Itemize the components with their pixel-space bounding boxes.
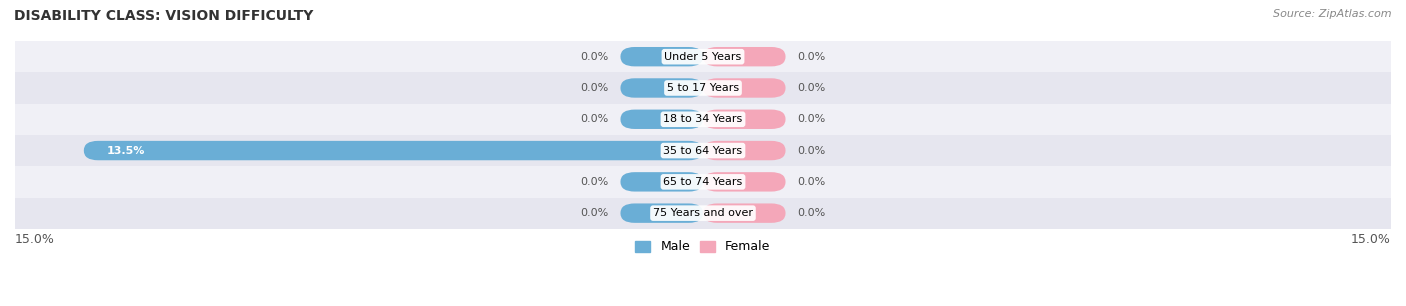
Bar	[15, 72, 1391, 104]
FancyBboxPatch shape	[620, 172, 703, 192]
Text: 0.0%: 0.0%	[581, 52, 609, 62]
FancyBboxPatch shape	[84, 141, 703, 160]
Bar	[15, 197, 1391, 229]
Text: 0.0%: 0.0%	[797, 208, 825, 218]
Bar	[15, 104, 1391, 135]
Text: 0.0%: 0.0%	[581, 83, 609, 93]
Text: 0.0%: 0.0%	[797, 114, 825, 124]
Text: 0.0%: 0.0%	[581, 208, 609, 218]
FancyBboxPatch shape	[703, 172, 786, 192]
Text: Source: ZipAtlas.com: Source: ZipAtlas.com	[1274, 9, 1392, 19]
FancyBboxPatch shape	[620, 78, 703, 98]
FancyBboxPatch shape	[620, 203, 703, 223]
FancyBboxPatch shape	[703, 47, 786, 66]
Bar	[15, 166, 1391, 197]
Text: 0.0%: 0.0%	[797, 146, 825, 155]
Text: 35 to 64 Years: 35 to 64 Years	[664, 146, 742, 155]
Text: 65 to 74 Years: 65 to 74 Years	[664, 177, 742, 187]
Text: 0.0%: 0.0%	[797, 83, 825, 93]
Legend: Male, Female: Male, Female	[630, 235, 776, 259]
Text: 15.0%: 15.0%	[15, 233, 55, 245]
Text: 0.0%: 0.0%	[797, 52, 825, 62]
FancyBboxPatch shape	[703, 203, 786, 223]
FancyBboxPatch shape	[620, 47, 703, 66]
FancyBboxPatch shape	[620, 110, 703, 129]
Text: Under 5 Years: Under 5 Years	[665, 52, 741, 62]
FancyBboxPatch shape	[703, 141, 786, 160]
Text: 13.5%: 13.5%	[107, 146, 145, 155]
Bar	[15, 135, 1391, 166]
Text: 15.0%: 15.0%	[1351, 233, 1391, 245]
FancyBboxPatch shape	[703, 110, 786, 129]
Text: 18 to 34 Years: 18 to 34 Years	[664, 114, 742, 124]
Text: 75 Years and over: 75 Years and over	[652, 208, 754, 218]
Text: 0.0%: 0.0%	[581, 114, 609, 124]
Text: 0.0%: 0.0%	[797, 177, 825, 187]
Bar	[15, 41, 1391, 72]
FancyBboxPatch shape	[703, 78, 786, 98]
Text: DISABILITY CLASS: VISION DIFFICULTY: DISABILITY CLASS: VISION DIFFICULTY	[14, 9, 314, 23]
Text: 5 to 17 Years: 5 to 17 Years	[666, 83, 740, 93]
Text: 0.0%: 0.0%	[581, 177, 609, 187]
